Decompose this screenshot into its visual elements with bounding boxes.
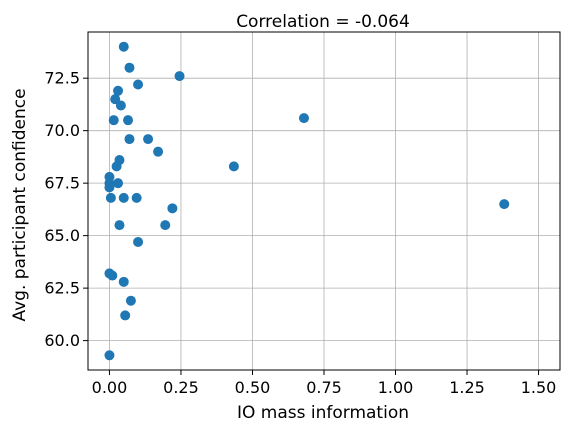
- x-tick-label: 0.00: [92, 378, 128, 397]
- data-point: [125, 295, 136, 306]
- data-point: [133, 236, 144, 247]
- data-point: [167, 203, 178, 214]
- data-point: [113, 178, 124, 189]
- y-tick-label: 65.0: [44, 226, 80, 245]
- x-tick-label: 0.25: [163, 378, 199, 397]
- data-point: [131, 192, 142, 203]
- x-axis-ticks: 0.00 0.25 0.50 0.75 1.00 1.25 1.50: [92, 370, 557, 397]
- x-tick-label: 0.50: [235, 378, 271, 397]
- data-point: [104, 350, 115, 361]
- data-point: [118, 192, 129, 203]
- y-tick-label: 60.0: [44, 331, 80, 350]
- data-point: [124, 134, 135, 145]
- data-point: [143, 134, 154, 145]
- y-axis-ticks: 60.0 62.5 65.0 67.5 70.0 72.5: [44, 69, 88, 350]
- data-points: [104, 41, 510, 361]
- data-point: [113, 85, 124, 96]
- x-tick-label: 1.00: [378, 378, 414, 397]
- x-tick-label: 0.75: [306, 378, 342, 397]
- data-point: [133, 79, 144, 90]
- x-tick-label: 1.25: [449, 378, 485, 397]
- data-point: [120, 310, 131, 321]
- y-tick-label: 70.0: [44, 121, 80, 140]
- data-point: [153, 146, 164, 157]
- data-point: [118, 41, 129, 52]
- data-point: [298, 113, 309, 124]
- chart-title: Correlation = -0.064: [236, 12, 410, 32]
- y-tick-label: 72.5: [44, 69, 80, 88]
- data-point: [160, 220, 171, 231]
- x-axis-label: IO mass information: [237, 403, 409, 423]
- data-point: [107, 270, 118, 281]
- x-tick-label: 1.50: [521, 378, 557, 397]
- data-point: [108, 115, 119, 126]
- data-point: [123, 115, 134, 126]
- grid: [88, 32, 560, 370]
- data-point: [174, 71, 185, 82]
- y-axis-label: Avg. participant confidence: [10, 88, 30, 321]
- data-point: [111, 161, 122, 172]
- data-point: [104, 182, 115, 193]
- data-point: [228, 161, 239, 172]
- data-point: [114, 220, 125, 231]
- data-point: [499, 199, 510, 210]
- data-point: [124, 62, 135, 73]
- data-point: [115, 100, 126, 111]
- data-point: [105, 192, 116, 203]
- data-point: [118, 276, 129, 287]
- y-tick-label: 62.5: [44, 279, 80, 298]
- y-tick-label: 67.5: [44, 174, 80, 193]
